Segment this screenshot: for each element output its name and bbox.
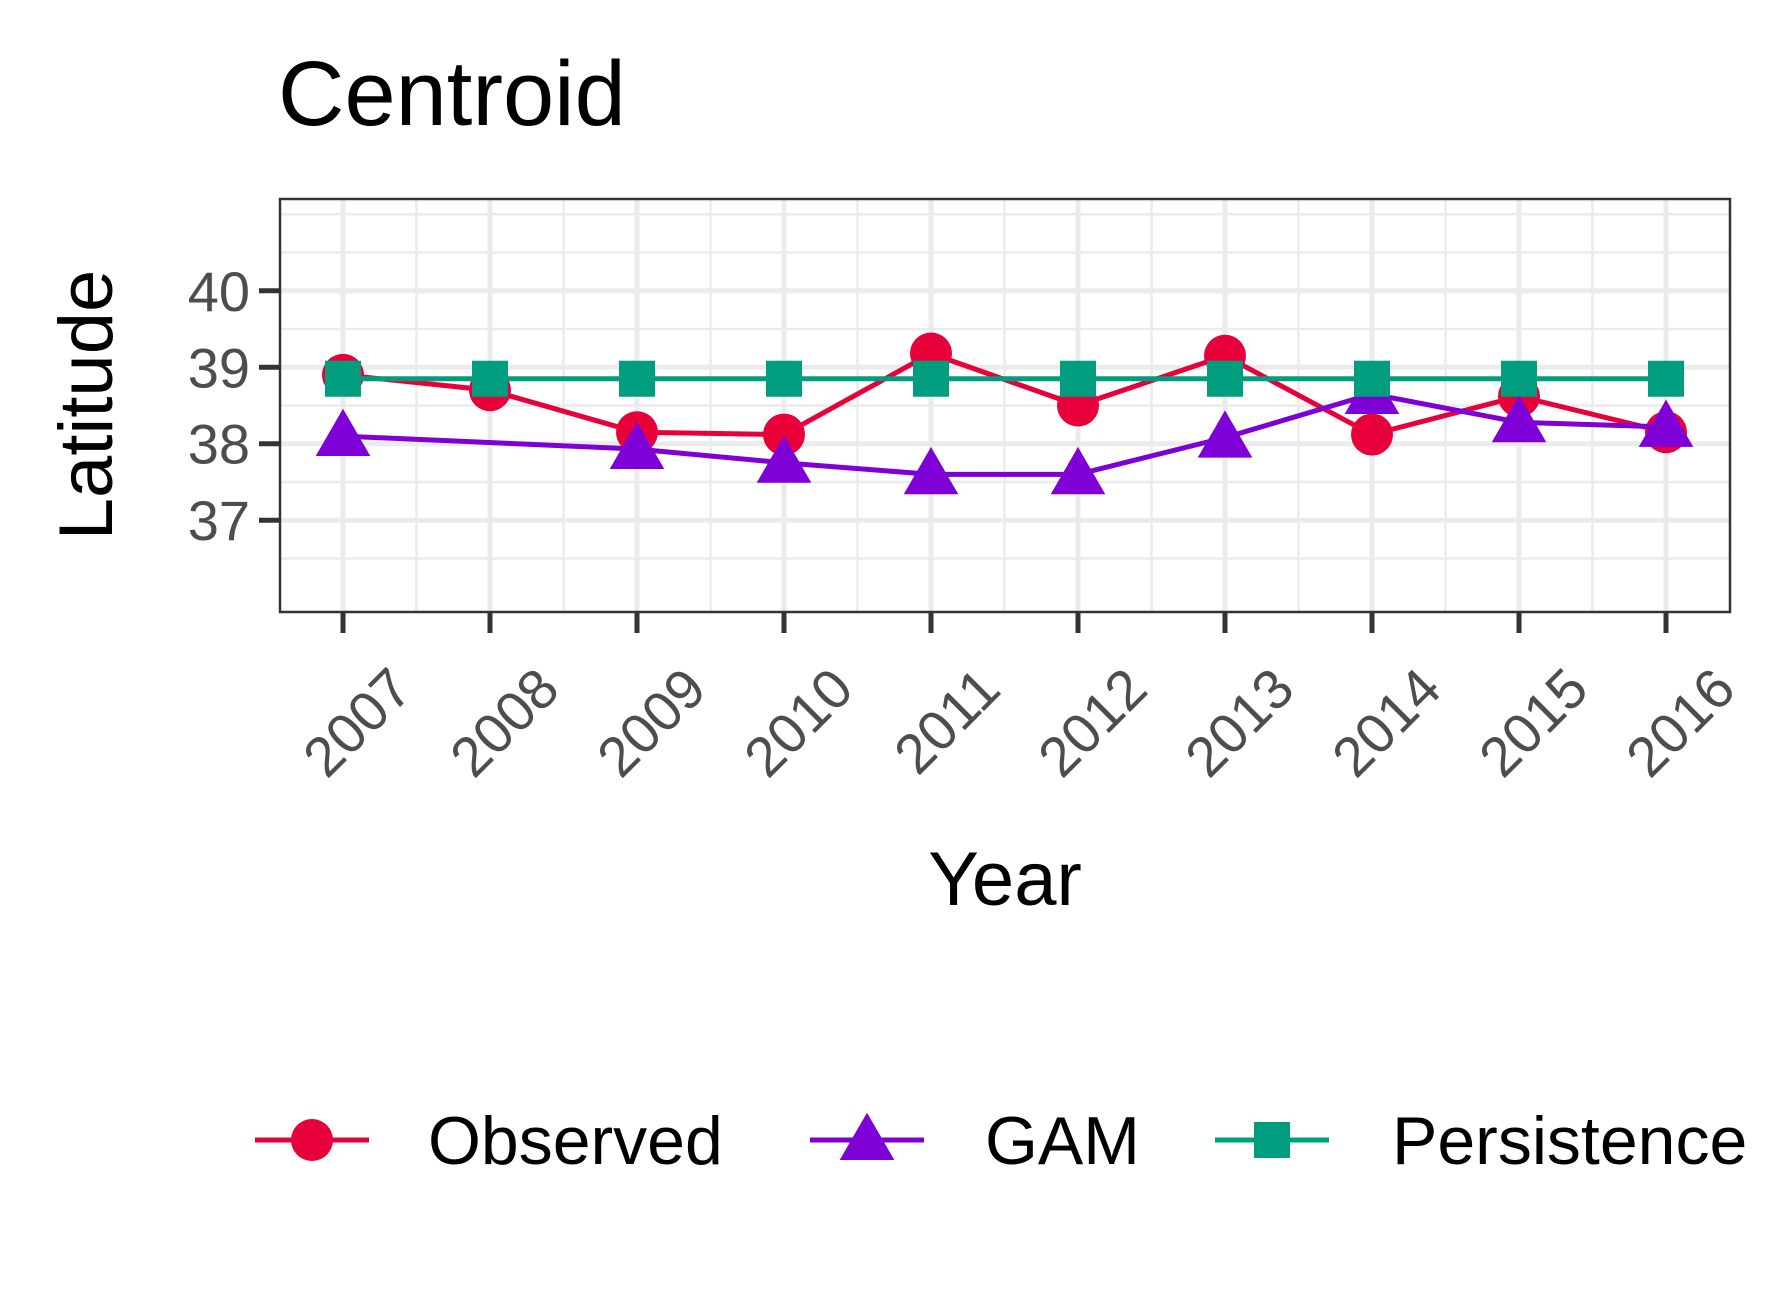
data-point-gam-2009 <box>609 421 665 470</box>
data-point-observed-2014 <box>1351 413 1393 456</box>
data-point-persistence-2011 <box>913 360 949 397</box>
data-point-persistence-2014 <box>1354 360 1390 397</box>
data-point-persistence-2009 <box>619 360 655 397</box>
x-tick-label: 2014 <box>1320 656 1453 789</box>
y-tick-label: 38 <box>188 413 250 476</box>
y-tick-label: 39 <box>188 336 250 399</box>
x-tick-label: 2010 <box>732 656 865 789</box>
legend-label: Persistence <box>1392 1103 1747 1179</box>
legend-item-persistence: Persistence <box>1215 1103 1747 1179</box>
x-tick-label: 2015 <box>1467 656 1600 789</box>
data-point-persistence-2015 <box>1501 360 1537 397</box>
data-point-gam-2010 <box>756 435 812 483</box>
plot-border <box>278 197 1732 614</box>
x-tick-label: 2011 <box>882 656 1012 786</box>
data-point-gam-2016 <box>1638 399 1694 447</box>
data-point-gam-2012 <box>1050 447 1106 495</box>
data-point-gam-2007 <box>315 408 371 457</box>
x-tick-label: 2012 <box>1026 656 1159 789</box>
data-point-observed-2010 <box>763 413 805 456</box>
legend-label: Observed <box>428 1103 723 1179</box>
data-point-gam-2011 <box>903 447 959 495</box>
legend: Observed GAM Persistence <box>255 1103 1747 1179</box>
data-point-gam-2015 <box>1491 395 1547 443</box>
legend-key-marker <box>1254 1122 1290 1158</box>
series-persistence <box>325 360 1684 397</box>
data-point-persistence-2013 <box>1207 360 1243 397</box>
data-point-persistence-2008 <box>472 360 508 397</box>
y-tick-label: 40 <box>188 260 250 323</box>
x-tick-label: 2016 <box>1614 656 1747 789</box>
data-point-persistence-2016 <box>1648 360 1684 397</box>
grid <box>280 199 1730 612</box>
x-tick-label: 2013 <box>1173 656 1306 789</box>
series-group <box>315 332 1694 495</box>
y-axis-title: Latitude <box>44 270 129 540</box>
x-tick-label: 2007 <box>291 656 424 789</box>
legend-item-observed: Observed <box>255 1103 723 1179</box>
data-point-gam-2013 <box>1197 410 1253 458</box>
legend-label: GAM <box>985 1103 1140 1179</box>
legend-key-marker <box>291 1119 333 1161</box>
data-point-persistence-2010 <box>766 360 802 397</box>
chart-title: Centroid <box>278 43 626 145</box>
series-gam <box>315 366 1694 495</box>
legend-key-marker <box>839 1112 895 1160</box>
x-tick-label: 2008 <box>438 656 571 789</box>
x-axis-title: Year <box>928 837 1082 922</box>
data-point-persistence-2007 <box>325 360 361 397</box>
x-tick-label: 2009 <box>585 656 718 789</box>
data-point-persistence-2012 <box>1060 360 1096 397</box>
y-tick-label: 37 <box>188 489 250 552</box>
legend-item-gam: GAM <box>810 1103 1140 1179</box>
